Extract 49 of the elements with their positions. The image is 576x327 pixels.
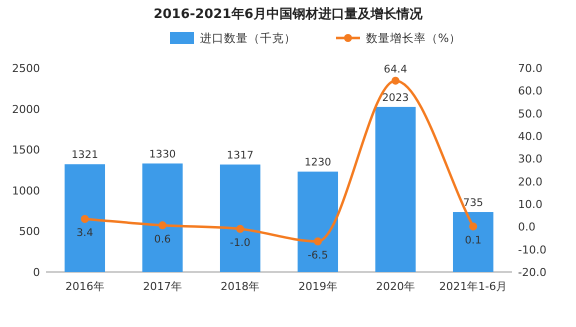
data-label: 3.4 <box>76 226 94 239</box>
point <box>80 214 89 223</box>
bar <box>142 163 183 272</box>
bar <box>375 106 416 272</box>
point <box>469 222 478 230</box>
data-label: 64.4 <box>384 64 408 76</box>
y-tick-label: 1500 <box>12 144 40 157</box>
legend-label: 数量增长率（%） <box>366 31 461 45</box>
y2-tick-label: 70.0 <box>518 62 542 75</box>
point <box>236 224 244 233</box>
data-label: 0.6 <box>154 233 172 246</box>
y-tick-label: 0 <box>33 266 40 279</box>
y-tick-label: 1000 <box>12 184 40 198</box>
legend-label: 进口数量（千克） <box>200 31 296 45</box>
data-label: 0.1 <box>464 234 482 246</box>
y2-tick-label: 30.0 <box>518 152 542 166</box>
bar <box>220 164 260 272</box>
x-tick-label: 2021年1-6月 <box>439 280 508 293</box>
chart-title: 2016-2021年6月中国钢材进口量及增长情况 <box>154 7 424 22</box>
y2-tick-label: 50.0 <box>518 107 542 120</box>
data-label: 2023 <box>382 92 409 104</box>
x-tick-label: 2017年 <box>143 280 182 293</box>
x-tick-label: 2020年 <box>376 280 415 293</box>
data-label: 1330 <box>149 148 176 160</box>
data-label: 1321 <box>71 149 98 162</box>
bar <box>452 212 494 272</box>
point <box>314 237 322 246</box>
bar <box>298 172 338 272</box>
data-label: -6.5 <box>308 249 328 262</box>
y-tick-label: 2500 <box>12 62 40 75</box>
y-tick-label: 500 <box>19 225 40 238</box>
y2-tick-label: 10.0 <box>518 198 542 211</box>
bar <box>64 164 106 272</box>
y2-tick-label: 0.0 <box>518 220 536 234</box>
x-tick-label: 2018年 <box>220 280 260 293</box>
point <box>158 221 166 230</box>
y2-tick-label: 40.0 <box>518 130 542 143</box>
y2-tick-label: -20.0 <box>518 266 546 279</box>
data-label: 1317 <box>226 150 254 162</box>
y2-tick-label: -10.0 <box>518 243 546 256</box>
x-tick-label: 2016年 <box>65 280 104 293</box>
x-tick-label: 2019年 <box>298 280 338 293</box>
y2-tick-label: 60.0 <box>518 84 542 98</box>
data-label: 735 <box>463 197 484 210</box>
data-label: 1230 <box>304 156 332 169</box>
point <box>392 76 400 85</box>
y-tick-label: 2000 <box>12 102 40 116</box>
y2-tick-label: 20.0 <box>518 175 542 188</box>
data-label: -1.0 <box>230 236 250 249</box>
